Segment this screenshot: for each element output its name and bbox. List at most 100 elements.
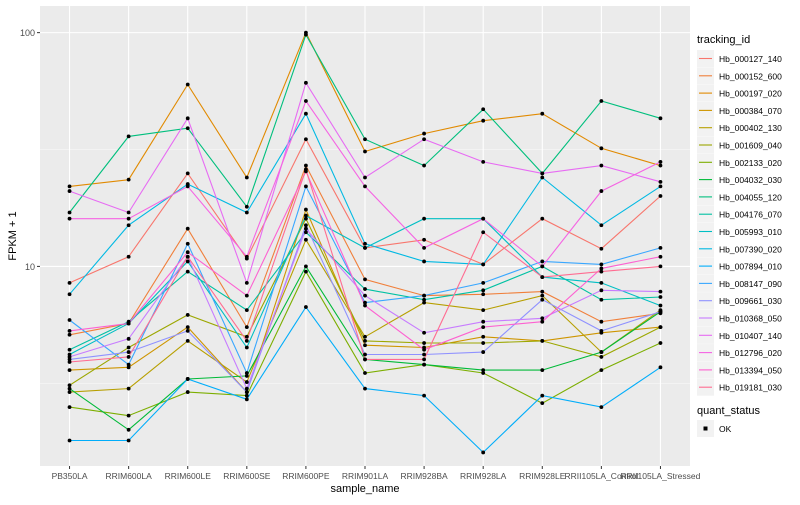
legend: tracking_id Hb_000127_140Hb_000152_600Hb…: [697, 34, 782, 437]
data-point: [126, 134, 131, 139]
x-tick-label: RRIM600LE: [165, 471, 212, 481]
data-point: [67, 318, 72, 322]
data-point: [304, 213, 308, 218]
data-point: [244, 393, 249, 398]
legend-label: Hb_000384_070: [719, 106, 782, 116]
data-point: [422, 357, 426, 362]
data-point: [185, 241, 190, 246]
data-point: [185, 269, 190, 274]
data-point: [481, 371, 486, 375]
data-point: [658, 309, 663, 314]
data-point: [304, 163, 308, 168]
data-point: [422, 352, 426, 357]
data-point: [363, 357, 367, 362]
legend-label: Hb_010407_140: [719, 331, 782, 341]
data-point: [185, 377, 190, 381]
data-point: [481, 118, 486, 123]
data-point: [244, 204, 249, 209]
data-point: [67, 189, 72, 193]
data-point: [658, 289, 663, 294]
data-point: [304, 226, 308, 231]
legend-label: Hb_004055_120: [719, 192, 782, 202]
data-point: [481, 288, 486, 293]
data-point: [67, 355, 72, 359]
x-tick-label: RRII105LA_Stressed: [621, 471, 701, 481]
data-point: [244, 334, 249, 339]
data-point: [599, 368, 604, 373]
data-point: [540, 297, 545, 302]
data-point: [244, 308, 249, 313]
data-point: [658, 163, 663, 168]
data-point: [481, 292, 486, 297]
data-point: [363, 293, 367, 298]
data-point: [481, 368, 486, 373]
data-point: [658, 245, 663, 250]
data-point: [67, 280, 72, 285]
data-point: [185, 126, 190, 131]
data-point: [304, 137, 308, 142]
data-point: [363, 175, 367, 180]
data-point: [67, 390, 72, 394]
data-point: [126, 321, 131, 326]
data-point: [126, 427, 131, 432]
data-point: [185, 390, 190, 394]
data-point: [67, 216, 72, 221]
y-tick-label: 10: [25, 262, 35, 272]
legend-label: Hb_008147_090: [719, 279, 782, 289]
legend-label: Hb_000127_140: [719, 54, 782, 64]
legend-label: Hb_012796_020: [719, 348, 782, 358]
data-point: [244, 371, 249, 375]
data-point: [540, 293, 545, 298]
data-point: [244, 390, 249, 394]
data-point: [540, 319, 545, 324]
data-point: [126, 223, 131, 228]
data-point: [599, 262, 604, 267]
y-axis-title: FPKM + 1: [7, 211, 19, 260]
data-point: [304, 269, 308, 274]
data-point: [540, 393, 545, 398]
legend-label: Hb_010368_050: [719, 314, 782, 324]
data-point: [540, 259, 545, 264]
data-point: [244, 210, 249, 215]
x-tick-label: RRIM928LE: [519, 471, 566, 481]
data-point: [363, 352, 367, 357]
data-point: [599, 246, 604, 251]
data-point: [599, 189, 604, 193]
data-point: [67, 438, 72, 443]
data-point: [363, 334, 367, 339]
data-point: [185, 250, 190, 255]
shape-legend-title: quant_status: [697, 405, 760, 417]
data-point: [599, 328, 604, 333]
data-point: [185, 184, 190, 189]
data-point: [540, 316, 545, 321]
data-point: [363, 343, 367, 348]
data-point: [304, 167, 308, 172]
data-point: [304, 305, 308, 309]
data-point: [599, 266, 604, 271]
data-point: [481, 325, 486, 329]
data-point: [422, 330, 426, 335]
x-tick-label: PB350LA: [52, 471, 88, 481]
data-point: [67, 184, 72, 189]
data-point: [185, 226, 190, 231]
data-point: [244, 175, 249, 180]
data-point: [422, 259, 426, 264]
data-point: [185, 313, 190, 317]
data-point: [658, 325, 663, 329]
data-point: [599, 269, 604, 274]
data-point: [540, 216, 545, 221]
data-point: [481, 230, 486, 235]
data-point: [67, 332, 72, 337]
data-point: [126, 413, 131, 418]
y-tick-label: 100: [20, 28, 35, 38]
data-point: [304, 230, 308, 235]
data-point: [422, 237, 426, 242]
x-tick-label: RRIM928BA: [400, 471, 448, 481]
data-point: [363, 149, 367, 154]
data-point: [481, 262, 486, 267]
legend-label: Hb_019181_030: [719, 383, 782, 393]
data-point: [599, 350, 604, 354]
data-point: [422, 393, 426, 398]
data-point: [126, 365, 131, 370]
data-point: [599, 288, 604, 293]
